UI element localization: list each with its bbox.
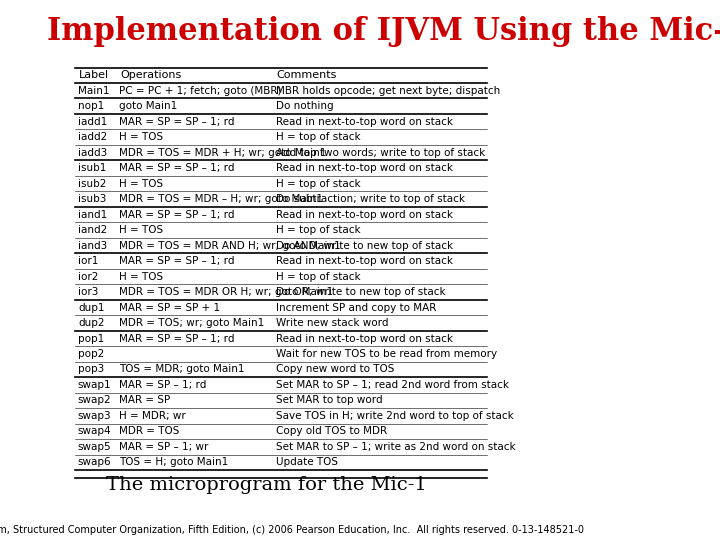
Text: iadd2: iadd2: [78, 132, 107, 142]
Text: PC = PC + 1; fetch; goto (MBR): PC = PC + 1; fetch; goto (MBR): [119, 86, 282, 96]
Text: ior3: ior3: [78, 287, 99, 297]
Text: MAR = SP = SP – 1; rd: MAR = SP = SP – 1; rd: [119, 210, 235, 220]
Text: MBR holds opcode; get next byte; dispatch: MBR holds opcode; get next byte; dispatc…: [276, 86, 500, 96]
Text: The microprogram for the Mic-1: The microprogram for the Mic-1: [107, 476, 427, 494]
Text: swap6: swap6: [78, 457, 112, 468]
Text: swap4: swap4: [78, 427, 112, 436]
Text: swap5: swap5: [78, 442, 112, 452]
Text: Set MAR to top word: Set MAR to top word: [276, 395, 382, 406]
Text: MDR = TOS; wr; goto Main1: MDR = TOS; wr; goto Main1: [119, 318, 264, 328]
Text: Set MAR to SP – 1; read 2nd word from stack: Set MAR to SP – 1; read 2nd word from st…: [276, 380, 508, 390]
Text: iadd3: iadd3: [78, 147, 107, 158]
Text: Add top two words; write to top of stack: Add top two words; write to top of stack: [276, 147, 485, 158]
Text: ior1: ior1: [78, 256, 99, 266]
Text: Write new stack word: Write new stack word: [276, 318, 388, 328]
Text: MDR = TOS: MDR = TOS: [119, 427, 179, 436]
Text: isub1: isub1: [78, 163, 107, 173]
Text: nop1: nop1: [78, 101, 104, 111]
Text: H = top of stack: H = top of stack: [276, 225, 360, 235]
Text: H = TOS: H = TOS: [119, 225, 163, 235]
Text: Tanenbaum, Structured Computer Organization, Fifth Edition, (c) 2006 Pearson Edu: Tanenbaum, Structured Computer Organizat…: [0, 524, 584, 535]
Text: Increment SP and copy to MAR: Increment SP and copy to MAR: [276, 302, 436, 313]
Text: H = TOS: H = TOS: [119, 132, 163, 142]
Text: pop2: pop2: [78, 349, 104, 359]
Text: swap1: swap1: [78, 380, 112, 390]
Text: TOS = H; goto Main1: TOS = H; goto Main1: [119, 457, 228, 468]
Text: H = top of stack: H = top of stack: [276, 179, 360, 188]
Text: Main1: Main1: [78, 86, 109, 96]
Text: goto Main1: goto Main1: [119, 101, 177, 111]
Text: MAR = SP: MAR = SP: [119, 395, 171, 406]
Text: isub2: isub2: [78, 179, 107, 188]
Text: Copy old TOS to MDR: Copy old TOS to MDR: [276, 427, 387, 436]
Text: ior2: ior2: [78, 272, 99, 281]
Text: MDR = TOS = MDR – H; wr; goto Main1: MDR = TOS = MDR – H; wr; goto Main1: [119, 194, 323, 204]
Text: MAR = SP = SP – 1; rd: MAR = SP = SP – 1; rd: [119, 256, 235, 266]
Text: H = top of stack: H = top of stack: [276, 272, 360, 281]
Text: Wait for new TOS to be read from memory: Wait for new TOS to be read from memory: [276, 349, 497, 359]
Text: TOS = MDR; goto Main1: TOS = MDR; goto Main1: [119, 364, 245, 375]
Text: Do nothing: Do nothing: [276, 101, 333, 111]
Text: MDR = TOS = MDR OR H; wr; goto Main1: MDR = TOS = MDR OR H; wr; goto Main1: [119, 287, 333, 297]
Text: H = TOS: H = TOS: [119, 179, 163, 188]
Text: Read in next-to-top word on stack: Read in next-to-top word on stack: [276, 334, 453, 343]
Text: iadd1: iadd1: [78, 117, 107, 127]
Text: MAR = SP = SP – 1; rd: MAR = SP = SP – 1; rd: [119, 334, 235, 343]
Text: Do OR; write to new top of stack: Do OR; write to new top of stack: [276, 287, 445, 297]
Text: Label: Label: [78, 70, 109, 80]
Text: Update TOS: Update TOS: [276, 457, 338, 468]
Text: iand2: iand2: [78, 225, 107, 235]
Text: MAR = SP – 1; rd: MAR = SP – 1; rd: [119, 380, 207, 390]
Text: Read in next-to-top word on stack: Read in next-to-top word on stack: [276, 117, 453, 127]
Text: Do AND; write to new top of stack: Do AND; write to new top of stack: [276, 241, 453, 251]
Text: H = top of stack: H = top of stack: [276, 132, 360, 142]
Text: MDR = TOS = MDR AND H; wr; goto Main1: MDR = TOS = MDR AND H; wr; goto Main1: [119, 241, 341, 251]
Text: pop1: pop1: [78, 334, 104, 343]
Text: isub3: isub3: [78, 194, 107, 204]
Text: iand3: iand3: [78, 241, 107, 251]
Text: MDR = TOS = MDR + H; wr; goto Main1: MDR = TOS = MDR + H; wr; goto Main1: [119, 147, 326, 158]
Text: Read in next-to-top word on stack: Read in next-to-top word on stack: [276, 210, 453, 220]
Text: Save TOS in H; write 2nd word to top of stack: Save TOS in H; write 2nd word to top of …: [276, 411, 513, 421]
Text: dup1: dup1: [78, 302, 104, 313]
Text: dup2: dup2: [78, 318, 104, 328]
Text: Operations: Operations: [120, 70, 181, 80]
Text: Set MAR to SP – 1; write as 2nd word on stack: Set MAR to SP – 1; write as 2nd word on …: [276, 442, 516, 452]
Text: H = MDR; wr: H = MDR; wr: [119, 411, 186, 421]
Text: MAR = SP = SP – 1; rd: MAR = SP = SP – 1; rd: [119, 163, 235, 173]
Text: iand1: iand1: [78, 210, 107, 220]
Text: swap3: swap3: [78, 411, 112, 421]
Text: Copy new word to TOS: Copy new word to TOS: [276, 364, 394, 375]
Text: Comments: Comments: [276, 70, 337, 80]
Text: Implementation of IJVM Using the Mic-1  (1): Implementation of IJVM Using the Mic-1 (…: [47, 16, 720, 48]
Text: MAR = SP – 1; wr: MAR = SP – 1; wr: [119, 442, 209, 452]
Text: Read in next-to-top word on stack: Read in next-to-top word on stack: [276, 256, 453, 266]
Text: pop3: pop3: [78, 364, 104, 375]
Text: MAR = SP = SP + 1: MAR = SP = SP + 1: [119, 302, 220, 313]
Text: Do subtraction; write to top of stack: Do subtraction; write to top of stack: [276, 194, 464, 204]
Text: MAR = SP = SP – 1; rd: MAR = SP = SP – 1; rd: [119, 117, 235, 127]
Text: swap2: swap2: [78, 395, 112, 406]
Text: Read in next-to-top word on stack: Read in next-to-top word on stack: [276, 163, 453, 173]
Text: H = TOS: H = TOS: [119, 272, 163, 281]
